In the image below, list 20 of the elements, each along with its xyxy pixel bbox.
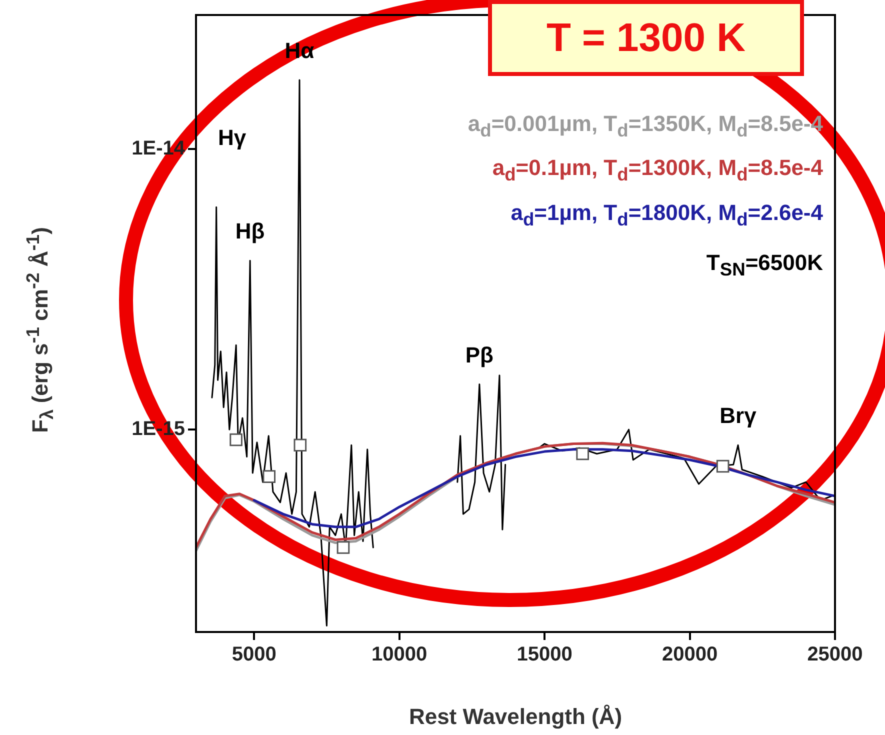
point xyxy=(262,470,276,483)
text: a$_{d}$=1µm, T$_{d}$=1800K, M$_{d}$=2.6e-4 xyxy=(510,198,823,232)
x-axis-title: Rest Wavelength (Å) xyxy=(408,704,622,729)
point xyxy=(294,438,307,452)
x-tick-label: 15000 xyxy=(516,644,572,666)
annotation: T = 1300 K xyxy=(488,0,804,76)
text: a$_{d}$=0.1µm, T$_{d}$=1300K, M$_{d}$=8.5e-4 xyxy=(491,154,823,187)
point xyxy=(716,460,730,473)
x-tick-label: 25000 xyxy=(807,644,863,666)
point xyxy=(230,433,242,446)
x-tick-label: 5000 xyxy=(232,644,276,666)
point xyxy=(336,541,350,554)
annotation: Hβ xyxy=(235,218,265,244)
x-tick-label: 10000 xyxy=(372,644,428,666)
annotation: T$_{SN}$=6500K xyxy=(706,250,823,280)
x-tick-label: 20000 xyxy=(662,644,718,666)
point xyxy=(576,447,589,460)
annotation: Pβ xyxy=(465,342,494,368)
annotation: Hγ xyxy=(218,125,246,151)
annotation: Brγ xyxy=(720,403,758,428)
